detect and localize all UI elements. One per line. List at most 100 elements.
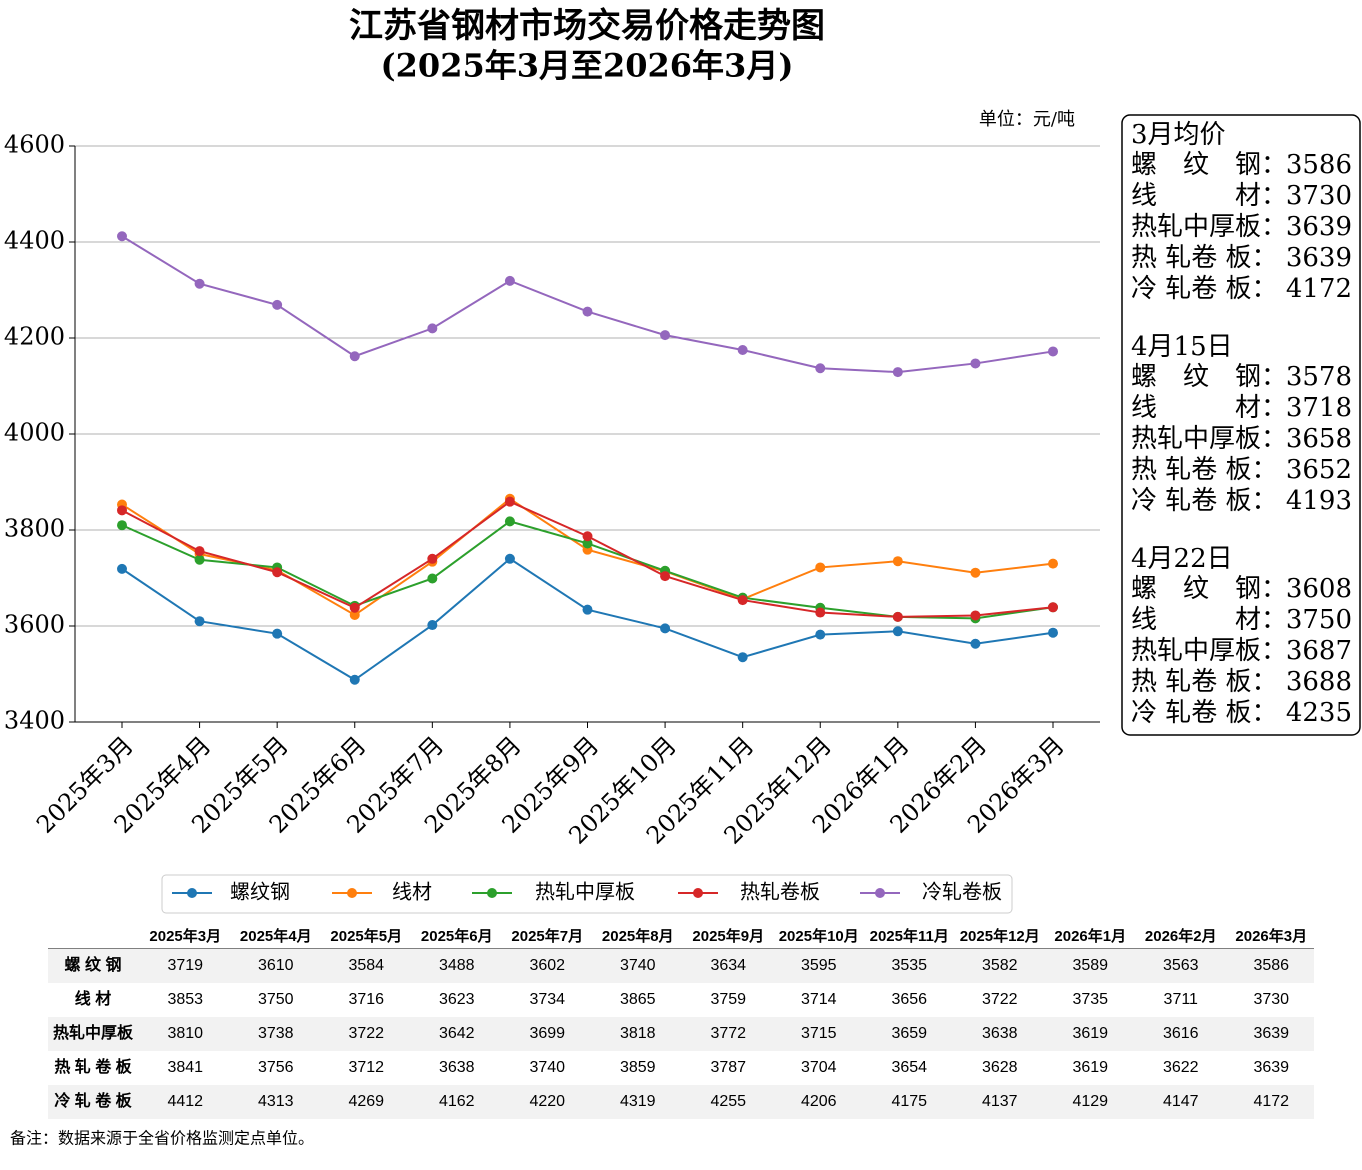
table-header: 2025年9月 [692, 927, 764, 945]
note: 备注：数据来源于全省价格监测定点单位。 [10, 1129, 314, 1148]
table-cell: 3740 [620, 957, 656, 974]
marker [737, 345, 748, 355]
table-cell: 4220 [529, 1093, 565, 1110]
table-cell: 3772 [710, 1025, 746, 1042]
chart-subtitle: (2025年3月至2026年3月) [381, 47, 794, 85]
marker [504, 516, 515, 527]
info-box [1121, 114, 1361, 736]
marker [582, 538, 593, 549]
y-tick-label: 4600 [4, 131, 65, 159]
table-row-label: 热轧中厚板 [53, 1023, 134, 1042]
table-cell: 3738 [258, 1025, 294, 1042]
y-tick-label: 3800 [4, 515, 65, 543]
table-cell: 3616 [1163, 1025, 1199, 1042]
table-header: 2025年8月 [602, 927, 674, 945]
series-line [121, 500, 1054, 618]
table-header: 2025年3月 [149, 927, 221, 945]
chart-title: 江苏省钢材市场交易价格走势图 [349, 6, 825, 46]
table-cell: 3623 [439, 991, 475, 1008]
table-header: 2026年1月 [1054, 927, 1126, 945]
info-label: 冷 轧卷 板： [1131, 486, 1278, 516]
table-cell: 3584 [348, 957, 384, 974]
table-cell: 3865 [620, 991, 656, 1008]
table-header: 2025年10月 [779, 927, 859, 945]
table-cell: 3586 [1253, 957, 1289, 974]
table-cell: 3818 [620, 1025, 656, 1042]
table-cell: 4313 [258, 1093, 294, 1110]
table-cell: 3639 [1253, 1059, 1289, 1076]
info-title: 3月均价 [1131, 120, 1226, 150]
y-tick-label: 4400 [4, 227, 65, 255]
table-header: 2026年3月 [1235, 927, 1307, 945]
table-row-label: 线 材 [75, 989, 111, 1008]
table-cell: 4175 [891, 1093, 927, 1110]
table-cell: 3841 [167, 1059, 203, 1076]
marker [117, 520, 127, 531]
table-cell: 3730 [1253, 991, 1289, 1008]
table-cell: 3740 [529, 1059, 565, 1076]
marker [1048, 627, 1058, 638]
table-cell: 3756 [258, 1059, 294, 1076]
info-value: 4193 [1286, 486, 1352, 516]
marker [815, 607, 826, 618]
table-row-bg [48, 1017, 1314, 1051]
legend-label: 冷轧卷板 [922, 880, 1002, 904]
marker [504, 496, 515, 507]
marker [349, 674, 360, 685]
table-cell: 3787 [710, 1059, 746, 1076]
marker [194, 554, 205, 565]
table-cell: 4129 [1072, 1093, 1108, 1110]
table-cell: 3712 [348, 1059, 384, 1076]
legend-marker [875, 888, 885, 898]
marker [815, 629, 826, 640]
table-header: 2025年7月 [511, 927, 583, 945]
table-cell: 3628 [982, 1059, 1018, 1076]
info-label: 热 轧卷 板： [1131, 243, 1278, 273]
table-cell: 3734 [529, 991, 565, 1008]
info-value: 3652 [1286, 455, 1352, 485]
table-cell: 3535 [891, 957, 927, 974]
table-cell: 3582 [982, 957, 1018, 974]
info-value: 3687 [1286, 636, 1352, 666]
info-title: 4月22日 [1131, 544, 1233, 574]
table-cell: 3656 [891, 991, 927, 1008]
table-cell: 3634 [710, 957, 746, 974]
marker [892, 367, 903, 378]
table-cell: 3722 [348, 1025, 384, 1042]
table-cell: 3810 [167, 1025, 203, 1042]
marker [660, 330, 671, 341]
info-value: 3718 [1286, 393, 1352, 423]
legend-marker [187, 888, 197, 898]
info-value: 3639 [1286, 212, 1352, 242]
table-header: 2026年2月 [1145, 927, 1217, 945]
marker [272, 567, 283, 578]
table-row-bg [48, 1085, 1314, 1119]
table-cell: 3642 [439, 1025, 475, 1042]
marker [272, 299, 283, 310]
marker [349, 609, 360, 620]
legend-label: 热轧卷板 [740, 880, 820, 904]
series-line [121, 497, 1054, 617]
marker [970, 358, 981, 369]
marker [349, 602, 360, 613]
y-tick-label: 3400 [4, 707, 65, 735]
table-cell: 3602 [529, 957, 565, 974]
marker [427, 620, 438, 631]
info-value: 3608 [1286, 574, 1352, 604]
info-value: 3750 [1286, 605, 1352, 635]
table-cell: 4412 [167, 1093, 203, 1110]
table-row-label: 螺 纹 钢 [65, 955, 122, 974]
table-cell: 4172 [1253, 1093, 1289, 1110]
info-value: 3688 [1286, 667, 1352, 697]
info-label: 热 轧卷 板： [1131, 667, 1278, 697]
table-cell: 4206 [801, 1093, 837, 1110]
info-value: 4172 [1286, 274, 1352, 304]
info-value: 3730 [1286, 181, 1352, 211]
table-cell: 3759 [710, 991, 746, 1008]
series-line [121, 557, 1054, 681]
table-row-label: 冷 轧 卷 板 [54, 1091, 132, 1110]
legend-marker [693, 888, 703, 898]
table-cell: 3719 [167, 957, 203, 974]
info-value: 3658 [1286, 424, 1352, 454]
